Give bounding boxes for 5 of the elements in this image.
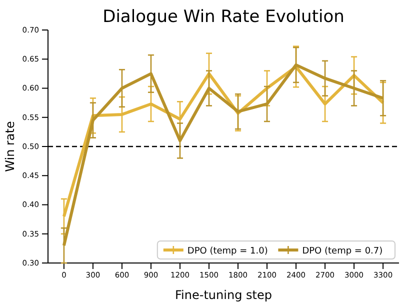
legend-label: DPO (temp = 0.7)	[302, 246, 383, 256]
legend-label: DPO (temp = 1.0)	[187, 246, 268, 256]
chart-title: Dialogue Win Rate Evolution	[102, 7, 344, 27]
y-axis-title: Win rate	[3, 121, 17, 172]
x-axis-title: Fine-tuning step	[175, 288, 272, 302]
